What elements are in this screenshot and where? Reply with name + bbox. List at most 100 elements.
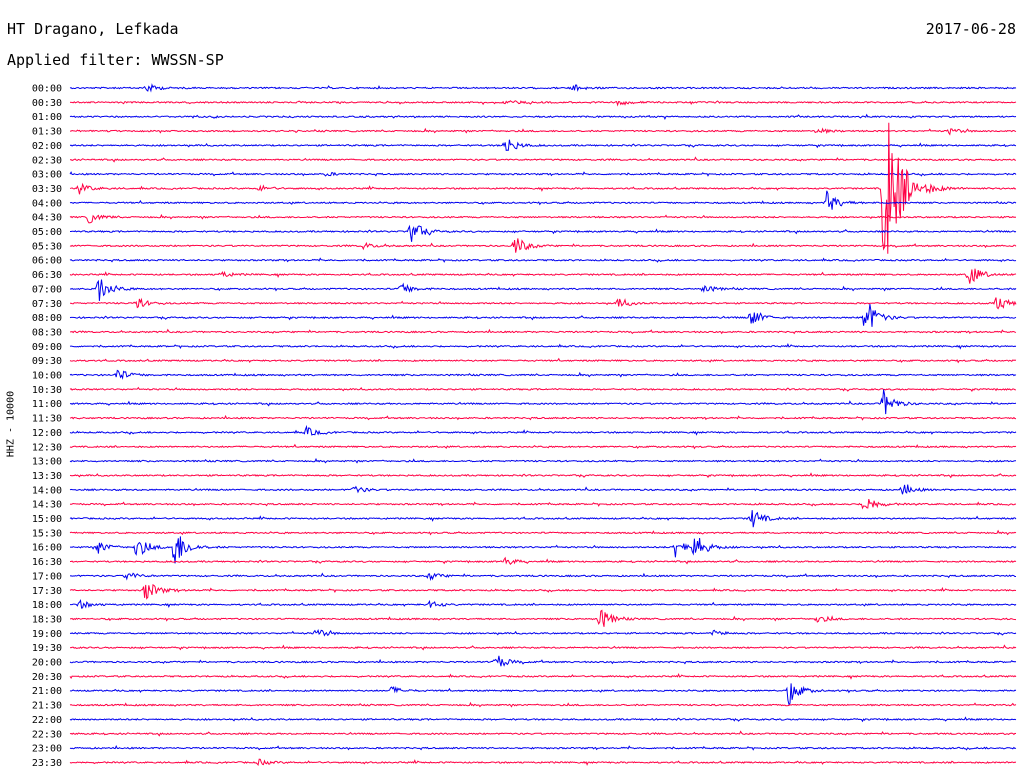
time-label: 18:30 xyxy=(32,614,62,625)
time-label: 20:30 xyxy=(32,672,62,683)
trace-line xyxy=(70,297,1017,310)
time-label: 19:30 xyxy=(32,643,62,654)
trace-line xyxy=(69,113,1017,120)
time-label: 02:00 xyxy=(32,141,62,152)
trace-line xyxy=(69,386,1017,393)
time-label: 00:00 xyxy=(32,84,62,95)
time-label: 01:00 xyxy=(32,112,62,123)
time-label: 11:30 xyxy=(32,414,62,425)
time-label: 11:00 xyxy=(32,399,62,410)
trace-line xyxy=(69,122,1017,254)
trace-line xyxy=(69,472,1017,479)
time-label: 01:30 xyxy=(32,127,62,138)
time-label: 15:00 xyxy=(32,514,62,525)
time-label: 21:30 xyxy=(32,701,62,712)
trace-line xyxy=(69,357,1017,364)
time-label: 16:30 xyxy=(32,557,62,568)
time-label: 05:00 xyxy=(32,227,62,238)
trace-line xyxy=(69,100,1017,107)
time-label: 04:00 xyxy=(32,198,62,209)
trace-layer xyxy=(69,83,1017,767)
time-label-layer: 00:00 00:30 01:00 01:30 02:00 02:30 03:00 03:30… xyxy=(32,84,62,769)
trace-line xyxy=(69,529,1017,536)
time-label: 10:00 xyxy=(32,371,62,382)
time-label: 08:30 xyxy=(32,327,62,338)
time-label: 12:30 xyxy=(32,442,62,453)
time-label: 09:30 xyxy=(32,356,62,367)
trace-line xyxy=(69,744,1017,751)
time-label: 12:00 xyxy=(32,428,62,439)
trace-line xyxy=(69,644,1017,651)
trace-line xyxy=(70,599,1017,609)
trace-line xyxy=(69,583,1017,600)
trace-line xyxy=(69,683,1017,706)
time-label: 14:00 xyxy=(32,485,62,496)
time-label: 18:00 xyxy=(32,600,62,611)
trace-line xyxy=(69,156,1017,163)
date-label: 2017-06-28 xyxy=(925,20,1016,38)
trace-line xyxy=(69,730,1017,737)
trace-line xyxy=(69,484,1017,495)
trace-line xyxy=(70,556,1017,565)
trace-line xyxy=(69,498,1016,510)
time-label: 03:00 xyxy=(32,170,62,181)
trace-line xyxy=(69,655,1017,667)
time-label: 21:00 xyxy=(32,686,62,697)
time-label: 07:30 xyxy=(32,299,62,310)
trace-line xyxy=(69,536,1017,564)
time-label: 03:30 xyxy=(32,184,62,195)
trace-line xyxy=(69,171,1017,177)
station-title: HT Dragano, Lefkada xyxy=(7,20,179,38)
time-label: 02:30 xyxy=(32,155,62,166)
time-label: 19:00 xyxy=(32,629,62,640)
time-label: 08:00 xyxy=(32,313,62,324)
time-label: 00:30 xyxy=(32,98,62,109)
time-label: 13:00 xyxy=(32,457,62,468)
trace-line xyxy=(69,190,1017,210)
trace-line xyxy=(69,389,1017,415)
time-label: 06:00 xyxy=(32,256,62,267)
trace-line xyxy=(69,238,1017,253)
time-label: 22:30 xyxy=(32,729,62,740)
time-label: 05:30 xyxy=(32,241,62,252)
trace-line xyxy=(69,213,1017,224)
trace-line xyxy=(69,343,1017,350)
time-label: 20:00 xyxy=(32,658,62,669)
time-label: 07:00 xyxy=(32,284,62,295)
time-label: 23:00 xyxy=(32,744,62,755)
trace-line xyxy=(69,457,1016,464)
time-label: 14:30 xyxy=(32,500,62,511)
trace-line xyxy=(69,672,1017,680)
trace-line xyxy=(70,127,1017,136)
trace-line xyxy=(69,443,1017,450)
trace-line xyxy=(69,83,1017,93)
time-label: 13:30 xyxy=(32,471,62,482)
trace-line xyxy=(69,758,1017,767)
trace-line xyxy=(69,609,1017,627)
time-label: 17:00 xyxy=(32,571,62,582)
time-label: 16:00 xyxy=(32,543,62,554)
time-label: 06:30 xyxy=(32,270,62,281)
trace-line xyxy=(69,139,1017,152)
trace-line xyxy=(69,716,1017,723)
filter-label: Applied filter: WWSSN-SP xyxy=(7,51,224,69)
time-label: 17:30 xyxy=(32,586,62,597)
trace-line xyxy=(69,279,1017,301)
trace-line xyxy=(69,572,1016,582)
trace-line xyxy=(69,424,1017,436)
trace-line xyxy=(69,268,1017,284)
trace-line xyxy=(70,224,1017,242)
time-label: 09:00 xyxy=(32,342,62,353)
time-label: 22:00 xyxy=(32,715,62,726)
trace-line xyxy=(69,629,1017,637)
time-label: 04:30 xyxy=(32,213,62,224)
trace-line xyxy=(69,414,1017,421)
trace-line xyxy=(69,701,1017,708)
time-label: 10:30 xyxy=(32,385,62,396)
time-label: 15:30 xyxy=(32,528,62,539)
trace-line xyxy=(69,510,1017,528)
trace-line xyxy=(69,304,1017,327)
trace-line xyxy=(69,257,1017,263)
trace-line xyxy=(69,369,1017,380)
